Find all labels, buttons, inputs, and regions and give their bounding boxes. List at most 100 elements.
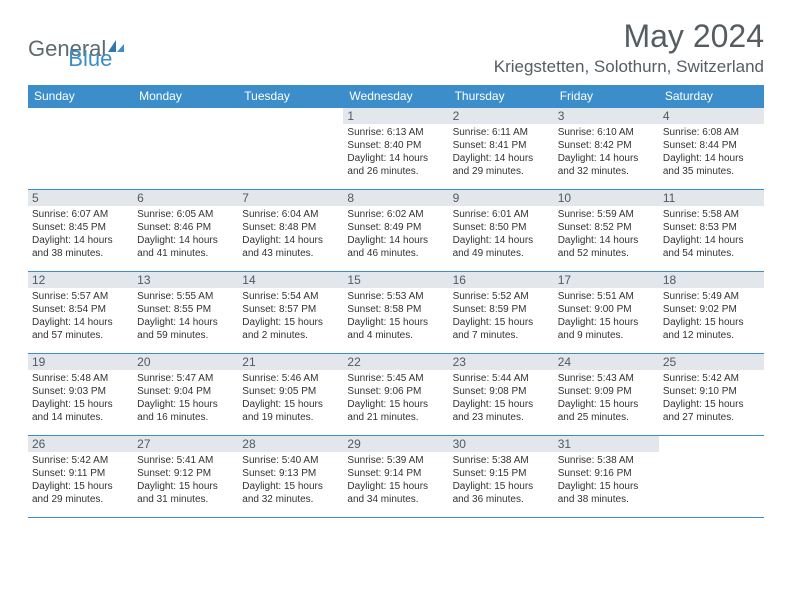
day-number: 25 bbox=[659, 354, 764, 370]
calendar-row: 26Sunrise: 5:42 AMSunset: 9:11 PMDayligh… bbox=[28, 436, 764, 518]
day-details: Sunrise: 5:51 AMSunset: 9:00 PMDaylight:… bbox=[558, 290, 655, 342]
day-number: 13 bbox=[133, 272, 238, 288]
day-details: Sunrise: 6:08 AMSunset: 8:44 PMDaylight:… bbox=[663, 126, 760, 178]
day-number: 21 bbox=[238, 354, 343, 370]
calendar-cell: 8Sunrise: 6:02 AMSunset: 8:49 PMDaylight… bbox=[343, 190, 448, 272]
calendar-cell: 9 Sunrise: 6:01 AMSunset: 8:50 PMDaylight… bbox=[449, 190, 554, 272]
day-number: 26 bbox=[28, 436, 133, 452]
calendar-cell-empty bbox=[28, 108, 133, 190]
calendar-row: 1 Sunrise: 6:13 AMSunset: 8:40 PMDaylight… bbox=[28, 108, 764, 190]
day-details: Sunrise: 6:07 AMSunset: 8:45 PMDaylight:… bbox=[32, 208, 129, 260]
calendar-cell: 3Sunrise: 6:10 AMSunset: 8:42 PMDaylight… bbox=[554, 108, 659, 190]
location-text: Kriegstetten, Solothurn, Switzerland bbox=[494, 57, 764, 77]
calendar-cell: 21 Sunrise: 5:46 AMSunset: 9:05 PMDayligh… bbox=[238, 354, 343, 436]
day-number: 9 bbox=[449, 190, 554, 206]
calendar-cell: 4 Sunrise: 6:08 AMSunset: 8:44 PMDaylight… bbox=[659, 108, 764, 190]
day-details: Sunrise: 5:52 AMSunset: 8:59 PMDaylight:… bbox=[453, 290, 550, 342]
day-number: 12 bbox=[28, 272, 133, 288]
day-number: 16 bbox=[449, 272, 554, 288]
calendar-table: SundayMondayTuesdayWednesdayThursdayFrid… bbox=[28, 85, 764, 518]
calendar-cell: 5 Sunrise: 6:07 AMSunset: 8:45 PMDaylight… bbox=[28, 190, 133, 272]
calendar-cell: 28Sunrise: 5:40 AMSunset: 9:13 PMDayligh… bbox=[238, 436, 343, 518]
calendar-cell: 23Sunrise: 5:44 AMSunset: 9:08 PMDayligh… bbox=[449, 354, 554, 436]
day-number: 17 bbox=[554, 272, 659, 288]
calendar-row: 5 Sunrise: 6:07 AMSunset: 8:45 PMDaylight… bbox=[28, 190, 764, 272]
day-number: 4 bbox=[659, 108, 764, 124]
calendar-cell: 2 Sunrise: 6:11 AMSunset: 8:41 PMDaylight… bbox=[449, 108, 554, 190]
day-number: 23 bbox=[449, 354, 554, 370]
day-header: Thursday bbox=[449, 85, 554, 108]
day-number: 1 bbox=[343, 108, 448, 124]
day-number: 2 bbox=[449, 108, 554, 124]
calendar-page: General Blue May 2024 Kriegstetten, Solo… bbox=[0, 0, 792, 536]
day-details: Sunrise: 5:41 AMSunset: 9:12 PMDaylight:… bbox=[137, 454, 234, 506]
day-details: Sunrise: 6:04 AMSunset: 8:48 PMDaylight:… bbox=[242, 208, 339, 260]
day-details: Sunrise: 6:13 AMSunset: 8:40 PMDaylight:… bbox=[347, 126, 444, 178]
calendar-row: 12 Sunrise: 5:57 AMSunset: 8:54 PMDayligh… bbox=[28, 272, 764, 354]
day-details: Sunrise: 5:57 AMSunset: 8:54 PMDaylight:… bbox=[32, 290, 129, 342]
calendar-cell: 31Sunrise: 5:38 AMSunset: 9:16 PMDayligh… bbox=[554, 436, 659, 518]
calendar-cell-empty bbox=[133, 108, 238, 190]
day-details: Sunrise: 5:47 AMSunset: 9:04 PMDaylight:… bbox=[137, 372, 234, 424]
day-details: Sunrise: 5:54 AMSunset: 8:57 PMDaylight:… bbox=[242, 290, 339, 342]
logo-text-blue: Blue bbox=[68, 46, 112, 72]
day-number: 28 bbox=[238, 436, 343, 452]
day-details: Sunrise: 5:46 AMSunset: 9:05 PMDaylight:… bbox=[242, 372, 339, 424]
day-number: 11 bbox=[659, 190, 764, 206]
calendar-cell: 1 Sunrise: 6:13 AMSunset: 8:40 PMDaylight… bbox=[343, 108, 448, 190]
logo: General Blue bbox=[28, 18, 112, 72]
day-number: 31 bbox=[554, 436, 659, 452]
calendar-cell: 7Sunrise: 6:04 AMSunset: 8:48 PMDaylight… bbox=[238, 190, 343, 272]
day-header: Wednesday bbox=[343, 85, 448, 108]
calendar-cell: 22 Sunrise: 5:45 AMSunset: 9:06 PMDayligh… bbox=[343, 354, 448, 436]
day-number: 10 bbox=[554, 190, 659, 206]
calendar-cell: 27 Sunrise: 5:41 AMSunset: 9:12 PMDayligh… bbox=[133, 436, 238, 518]
day-details: Sunrise: 5:49 AMSunset: 9:02 PMDaylight:… bbox=[663, 290, 760, 342]
day-details: Sunrise: 5:55 AMSunset: 8:55 PMDaylight:… bbox=[137, 290, 234, 342]
calendar-cell: 15 Sunrise: 5:53 AMSunset: 8:58 PMDayligh… bbox=[343, 272, 448, 354]
calendar-cell: 10Sunrise: 5:59 AMSunset: 8:52 PMDayligh… bbox=[554, 190, 659, 272]
day-details: Sunrise: 5:38 AMSunset: 9:15 PMDaylight:… bbox=[453, 454, 550, 506]
calendar-cell: 17 Sunrise: 5:51 AMSunset: 9:00 PMDayligh… bbox=[554, 272, 659, 354]
day-number: 20 bbox=[133, 354, 238, 370]
day-details: Sunrise: 6:11 AMSunset: 8:41 PMDaylight:… bbox=[453, 126, 550, 178]
day-number: 29 bbox=[343, 436, 448, 452]
day-number: 8 bbox=[343, 190, 448, 206]
day-header: Sunday bbox=[28, 85, 133, 108]
day-details: Sunrise: 5:39 AMSunset: 9:14 PMDaylight:… bbox=[347, 454, 444, 506]
calendar-cell: 14 Sunrise: 5:54 AMSunset: 8:57 PMDayligh… bbox=[238, 272, 343, 354]
calendar-cell-empty bbox=[659, 436, 764, 518]
calendar-cell: 19Sunrise: 5:48 AMSunset: 9:03 PMDayligh… bbox=[28, 354, 133, 436]
day-header: Friday bbox=[554, 85, 659, 108]
day-number: 5 bbox=[28, 190, 133, 206]
calendar-body: 1 Sunrise: 6:13 AMSunset: 8:40 PMDaylight… bbox=[28, 108, 764, 518]
title-block: May 2024 Kriegstetten, Solothurn, Switze… bbox=[494, 18, 764, 77]
day-number: 22 bbox=[343, 354, 448, 370]
day-number: 6 bbox=[133, 190, 238, 206]
calendar-cell: 6 Sunrise: 6:05 AMSunset: 8:46 PMDaylight… bbox=[133, 190, 238, 272]
day-number: 30 bbox=[449, 436, 554, 452]
calendar-cell: 30 Sunrise: 5:38 AMSunset: 9:15 PMDayligh… bbox=[449, 436, 554, 518]
day-details: Sunrise: 6:05 AMSunset: 8:46 PMDaylight:… bbox=[137, 208, 234, 260]
calendar-cell: 25 Sunrise: 5:42 AMSunset: 9:10 PMDayligh… bbox=[659, 354, 764, 436]
calendar-row: 19Sunrise: 5:48 AMSunset: 9:03 PMDayligh… bbox=[28, 354, 764, 436]
day-header-row: SundayMondayTuesdayWednesdayThursdayFrid… bbox=[28, 85, 764, 108]
day-header: Saturday bbox=[659, 85, 764, 108]
day-details: Sunrise: 5:43 AMSunset: 9:09 PMDaylight:… bbox=[558, 372, 655, 424]
day-details: Sunrise: 5:45 AMSunset: 9:06 PMDaylight:… bbox=[347, 372, 444, 424]
day-number: 3 bbox=[554, 108, 659, 124]
day-details: Sunrise: 5:58 AMSunset: 8:53 PMDaylight:… bbox=[663, 208, 760, 260]
day-number: 19 bbox=[28, 354, 133, 370]
calendar-cell-empty bbox=[238, 108, 343, 190]
month-title: May 2024 bbox=[494, 18, 764, 55]
calendar-cell: 26Sunrise: 5:42 AMSunset: 9:11 PMDayligh… bbox=[28, 436, 133, 518]
calendar-cell: 16 Sunrise: 5:52 AMSunset: 8:59 PMDayligh… bbox=[449, 272, 554, 354]
day-number: 14 bbox=[238, 272, 343, 288]
calendar-cell: 18Sunrise: 5:49 AMSunset: 9:02 PMDayligh… bbox=[659, 272, 764, 354]
day-number: 24 bbox=[554, 354, 659, 370]
day-number: 27 bbox=[133, 436, 238, 452]
day-number: 15 bbox=[343, 272, 448, 288]
day-details: Sunrise: 5:42 AMSunset: 9:10 PMDaylight:… bbox=[663, 372, 760, 424]
day-details: Sunrise: 6:01 AMSunset: 8:50 PMDaylight:… bbox=[453, 208, 550, 260]
day-details: Sunrise: 5:53 AMSunset: 8:58 PMDaylight:… bbox=[347, 290, 444, 342]
